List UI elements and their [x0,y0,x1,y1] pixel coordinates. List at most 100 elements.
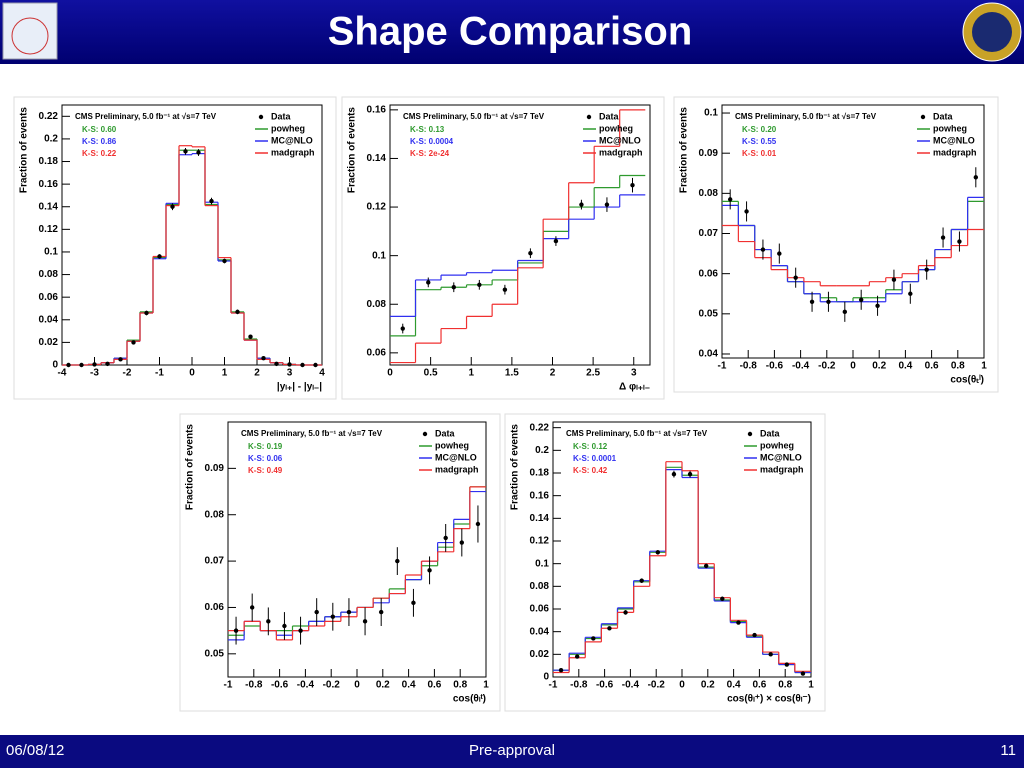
x-tick-label: 0.2 [701,680,715,691]
y-tick-label: 0.02 [530,649,550,660]
data-point [131,340,136,345]
data-point [908,291,913,296]
x-axis-label: Δ φₗ₊ₗ₋ [619,382,650,393]
y-tick-label: 0.16 [530,490,550,501]
legend-label: MC@NLO [435,452,477,462]
data-point [924,267,929,272]
y-tick-label: 0.16 [39,179,59,190]
data-point [842,309,848,315]
y-tick-label: 0.09 [205,463,225,474]
x-tick-label: -4 [58,368,67,379]
data-point [826,299,831,304]
x-tick-label: 0 [387,368,393,379]
x-tick-label: 0 [850,361,856,372]
y-tick-label: 0.16 [367,105,387,116]
data-point [752,632,757,638]
x-tick-label: 1.5 [505,368,519,379]
university-seal-inner [972,12,1012,52]
data-point [66,362,71,368]
data-point [300,362,305,368]
data-point [591,636,596,641]
y-tick-label: 0.09 [699,148,719,159]
y-tick-label: 0.12 [39,224,59,235]
chart-title: CMS Preliminary, 5.0 fb⁻¹ at √s=7 TeV [241,429,383,438]
plot-frame [61,104,323,366]
chart-title: CMS Preliminary, 5.0 fb⁻¹ at √s=7 TeV [566,429,708,438]
y-tick-label: 0.14 [530,513,550,524]
y-tick-label: 0.18 [39,156,59,167]
x-tick-label: 0.6 [752,680,766,691]
data-point [222,258,227,264]
y-axis-label: Fraction of events [347,107,358,194]
legend-label: powheg [599,123,633,133]
data-point [196,150,201,155]
data-point [362,619,368,624]
y-tick-label: 0 [52,360,58,371]
x-tick-label: 1 [808,680,814,691]
data-point [558,668,564,673]
ks-label: K-S: 0.49 [248,466,283,475]
ks-label: K-S: 0.22 [82,149,117,158]
data-point [395,558,400,564]
data-point [553,238,559,244]
y-tick-label: 0.1 [372,250,386,261]
y-tick-label: 0.12 [530,536,550,547]
y-tick-label: 0.07 [699,228,719,239]
x-tick-label: 0 [354,680,360,691]
legend-label: madgraph [760,464,804,474]
legend-label: MC@NLO [760,452,802,462]
x-tick-label: 1 [981,361,987,372]
data-point [671,471,677,477]
data-point [777,251,782,256]
data-point [249,605,255,610]
legend-label: Data [760,428,781,438]
x-axis-label: cos(θₗᵗ) [453,694,486,705]
legend-label: MC@NLO [271,135,313,145]
data-point [79,362,84,368]
data-point [727,197,733,202]
y-tick-label: 0.14 [367,153,387,164]
legend-marker [747,431,753,437]
x-tick-label: 0.2 [376,680,390,691]
legend-label: Data [435,428,456,438]
ks-label: K-S: 0.60 [82,125,117,134]
data-point [655,550,661,555]
y-tick-label: 0.06 [39,292,59,303]
data-point [400,326,405,331]
chart-title: CMS Preliminary, 5.0 fb⁻¹ at √s=7 TeV [75,112,217,121]
legend-label: MC@NLO [933,135,975,145]
y-tick-label: 0.06 [699,268,719,279]
x-tick-label: 1 [483,680,489,691]
data-point [261,356,266,361]
x-tick-label: -0.8 [570,680,588,691]
x-tick-label: -0.6 [271,680,289,691]
data-point [736,620,741,625]
data-point [940,235,946,240]
data-point [604,202,610,207]
data-point [144,310,149,316]
y-tick-label: 0.22 [39,111,59,122]
x-tick-label: 0.8 [453,680,467,691]
data-point [875,303,880,308]
data-point [287,362,292,367]
plot-frame [227,421,487,678]
legend-marker [258,114,264,120]
data-point [858,297,864,302]
x-tick-label: 1 [222,368,228,379]
data-point [809,299,815,304]
ks-label: K-S: 0.13 [410,125,445,134]
x-tick-label: -1 [718,361,727,372]
x-axis-label: cos(θₗ⁺) × cos(θₗ⁻) [727,694,811,705]
data-point [973,175,979,180]
x-tick-label: -0.2 [818,361,836,372]
x-tick-label: -3 [90,368,99,379]
data-point [574,654,580,659]
y-axis-label: Fraction of events [19,107,30,194]
data-point [630,182,635,188]
ks-label: K-S: 0.20 [742,125,777,134]
plot-frame [389,104,651,366]
x-tick-label: -2 [123,368,132,379]
data-point [411,600,416,606]
legend-label: Data [599,111,620,121]
x-tick-label: 0 [189,368,195,379]
